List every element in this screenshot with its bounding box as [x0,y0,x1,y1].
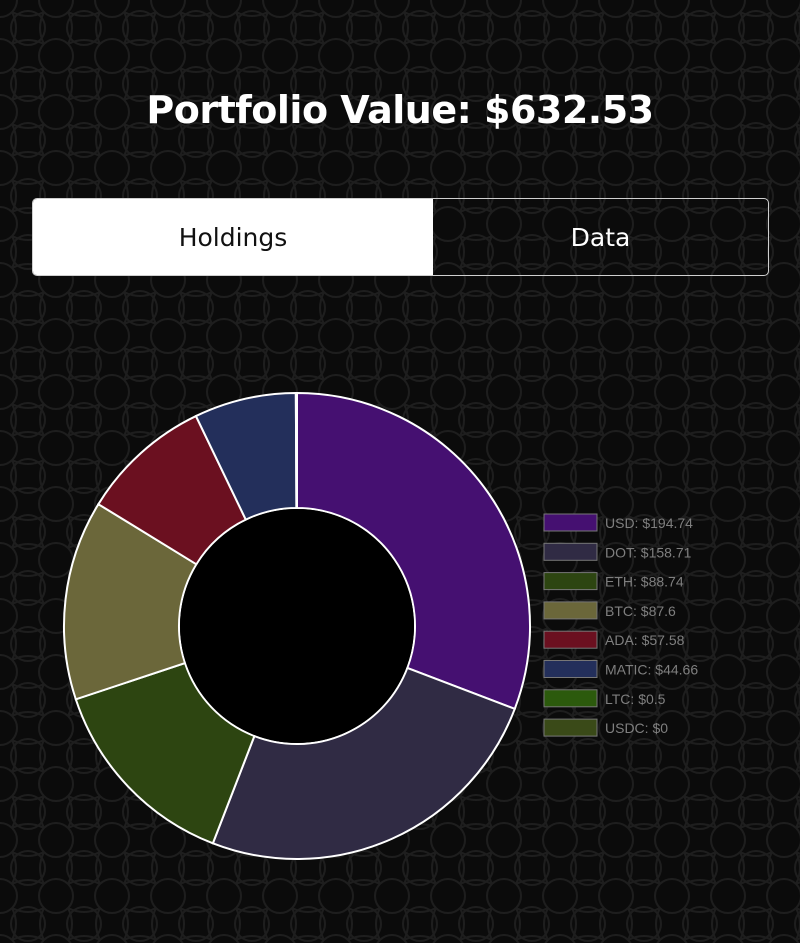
donut-hole [180,509,414,743]
legend-label-usd[interactable]: USD: $194.74 [605,515,693,531]
legend-swatch-dot[interactable] [543,542,598,561]
view-tabs: Holdings Data [32,198,769,276]
legend-swatch-btc[interactable] [543,601,598,620]
tab-holdings[interactable]: Holdings [33,199,433,275]
slice-eth[interactable] [74,661,256,845]
tab-data[interactable]: Data [570,222,631,252]
legend-label-dot[interactable]: DOT: $158.71 [605,544,692,560]
legend-swatch-usd[interactable] [543,513,598,532]
legend-swatch-eth[interactable] [543,572,598,591]
slice-usd[interactable] [296,391,531,711]
chart-legend: USD: $194.74 DOT: $158.71 ETH: $88.74 BTC: … [543,513,698,737]
legend-swatch-ada[interactable] [543,630,598,649]
legend-label-btc[interactable]: BTC: $87.6 [605,603,676,619]
legend-swatch-ltc[interactable] [543,689,598,708]
page-title: Portfolio Value: $632.53 [146,88,654,132]
legend-label-ada[interactable]: ADA: $57.58 [605,632,685,648]
legend-swatch-usdc[interactable] [543,718,598,737]
holdings-donut-chart: USD: $194.74 DOT: $158.71 ETH: $88.74 BTC: … [63,391,698,860]
legend-label-matic[interactable]: MATIC: $44.66 [605,662,698,678]
legend-label-eth[interactable]: ETH: $88.74 [605,574,684,590]
legend-label-usdc[interactable]: USDC: $0 [605,720,668,736]
slice-dot[interactable] [211,666,517,860]
legend-label-ltc[interactable]: LTC: $0.5 [605,691,666,707]
chart-slices [63,391,531,860]
legend-swatch-matic[interactable] [543,660,598,678]
slice-ltc[interactable] [294,391,298,510]
